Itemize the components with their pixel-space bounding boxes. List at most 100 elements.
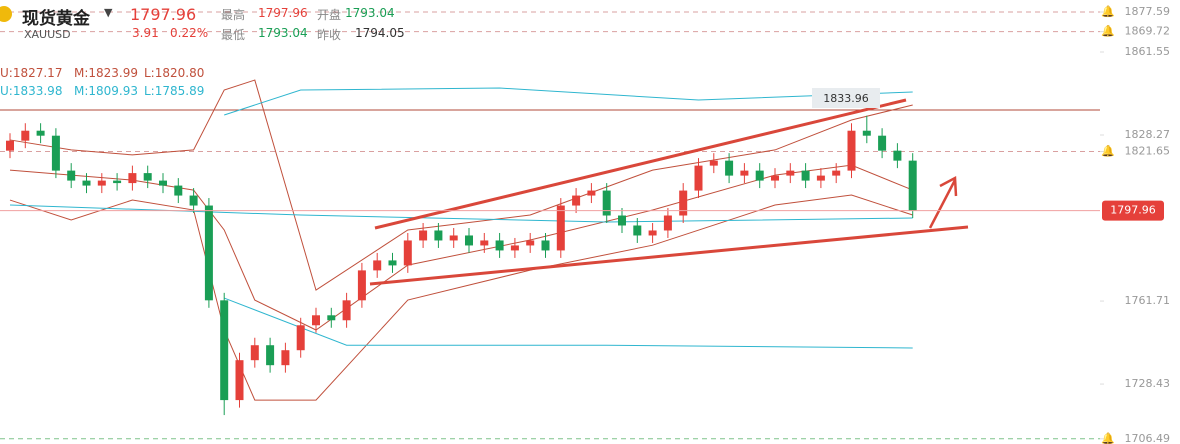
candle-body (67, 170, 76, 181)
alert-bell: 🔔 (1101, 145, 1115, 158)
candle-body (143, 173, 152, 181)
candle-body (312, 315, 320, 326)
indicator-value: U:1833.98 (0, 84, 63, 98)
candle-body (51, 135, 60, 171)
y-tick-label: 1706.49 (1125, 432, 1171, 444)
candle-body (602, 190, 611, 216)
candle-body (755, 170, 764, 181)
candle-body (357, 270, 366, 301)
candle-body (847, 130, 856, 171)
y-tick-label: 1761.71 (1125, 294, 1171, 307)
candle-body (403, 240, 412, 266)
candle-body (587, 190, 596, 196)
candle-body (908, 160, 917, 211)
candle-body (725, 160, 734, 176)
candle-body (250, 345, 259, 361)
instrument-name[interactable]: 现货黄金 (22, 9, 90, 29)
y-tick-label: 1877.59 (1125, 5, 1171, 18)
alert-bell: 🔔 (1101, 432, 1115, 444)
value: 1793.04 (345, 6, 395, 20)
indicator-value: M:1823.99 (74, 66, 139, 80)
alert-bell: 🔔 (1101, 25, 1115, 38)
indicator-value: L:1820.80 (144, 66, 205, 80)
y-tick-label: 1821.65 (1125, 145, 1171, 158)
candle-body (204, 205, 213, 301)
annotation-box (812, 88, 880, 108)
candle-body (694, 165, 703, 191)
candle-body (235, 360, 244, 401)
label: 最高 (221, 8, 246, 22)
candle-body (388, 260, 397, 266)
y-tick-label: 1861.55 (1125, 45, 1171, 58)
candle-body (740, 170, 749, 176)
y-tick-label: 1869.72 (1125, 25, 1171, 38)
candle-body (510, 245, 519, 251)
candle-body (771, 175, 779, 181)
candle-body (663, 215, 672, 231)
candle-body (373, 260, 382, 271)
candle-body (21, 130, 30, 141)
candle-body (296, 325, 305, 351)
candle-body (495, 240, 504, 251)
alert-bell: 🔔 (1101, 5, 1115, 18)
candle-body (113, 180, 122, 184)
trend-arrow (928, 175, 958, 229)
value: 1797.96 (258, 6, 308, 20)
last-price-label: 1797.96 (1110, 204, 1156, 217)
candle-body (572, 195, 581, 206)
candle-body (434, 230, 443, 241)
candle-body (618, 215, 626, 226)
indicator-value: U:1827.17 (0, 66, 63, 80)
candle-body (648, 230, 657, 236)
value: 1793.04 (258, 26, 308, 40)
trend-line (369, 225, 969, 286)
symbol: XAUUSD (24, 28, 71, 41)
indicator-line (9, 194, 913, 401)
candle-body (36, 130, 45, 136)
indicator-line (9, 79, 913, 291)
candle-body (709, 160, 718, 166)
candle-body (6, 140, 14, 151)
label: 最低 (221, 28, 246, 42)
last-price-badge (1102, 200, 1164, 221)
indicator-line (9, 164, 913, 331)
y-tick-label: 1728.43 (1125, 377, 1171, 390)
candle-body (174, 185, 183, 196)
trend-line (374, 98, 907, 230)
y-tick-label: 1828.27 (1125, 128, 1171, 141)
indicator-line (224, 297, 913, 349)
label: 开盘 (317, 8, 342, 22)
change-pct: 0.22% (170, 26, 209, 40)
change: 3.91 (132, 26, 159, 40)
indicator-value: L:1785.89 (144, 84, 205, 98)
indicator-line (9, 204, 913, 223)
candle-body (97, 180, 106, 186)
candle-body (526, 240, 535, 246)
dropdown-arrow[interactable]: ▼ (104, 6, 113, 19)
candle-body (82, 180, 91, 186)
candle-body (816, 175, 825, 181)
candle-body (220, 300, 229, 401)
candle-body (832, 170, 841, 176)
candle-body (281, 350, 290, 366)
candle-body (327, 315, 336, 321)
candle-body (266, 345, 275, 366)
label: 昨收 (317, 28, 342, 42)
price: 1797.96 (130, 5, 197, 24)
annotation: 1833.96 (823, 92, 869, 105)
candle-body (159, 180, 167, 186)
candle-body (541, 240, 550, 251)
value: 1794.05 (355, 26, 405, 40)
candle-body (893, 150, 902, 161)
candle-body (449, 235, 458, 241)
candle-body (679, 190, 688, 216)
indicator-line (224, 87, 913, 116)
candle-body (128, 173, 137, 184)
candle-body (786, 170, 795, 176)
candle-body (419, 230, 428, 241)
candle-body (556, 205, 565, 251)
candle-body (342, 300, 351, 321)
candle-body (878, 135, 887, 151)
